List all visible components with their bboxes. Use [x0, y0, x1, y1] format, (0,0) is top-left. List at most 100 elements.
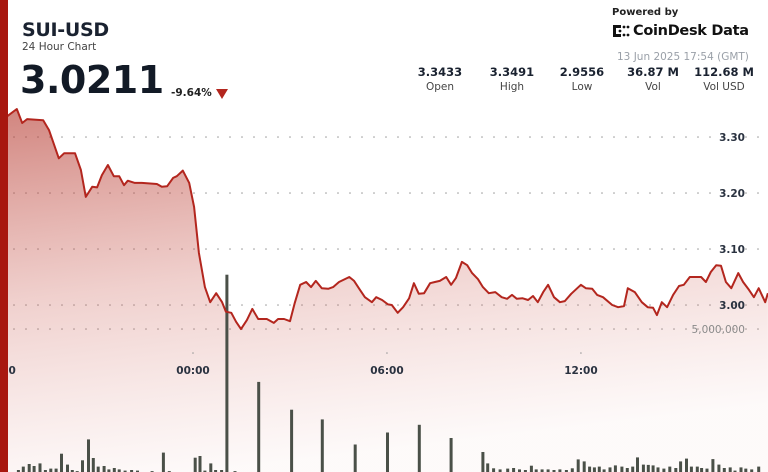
- volume-bar: [582, 461, 586, 472]
- y-tick-label: 3.30: [719, 132, 745, 144]
- volume-bar: [602, 469, 606, 472]
- volume-bar: [449, 438, 453, 472]
- volume-bar: [107, 469, 111, 472]
- volume-bar: [96, 466, 100, 472]
- volume-bar: [613, 465, 617, 472]
- volume-bar: [546, 469, 550, 472]
- pair-title: SUI-USD: [22, 19, 109, 41]
- volume-bar: [739, 467, 743, 472]
- x-tick-label: 06:00: [370, 365, 403, 377]
- volume-bar: [656, 467, 660, 472]
- volume-bar: [651, 465, 655, 472]
- stat-open: 3.3433 Open: [400, 65, 480, 93]
- x-tick-mark: [192, 352, 194, 354]
- volume-bar: [498, 469, 502, 472]
- volume-bar: [646, 464, 650, 472]
- stat-value: 3.3491: [489, 65, 535, 79]
- volume-bar: [558, 469, 562, 472]
- volume-bar: [685, 458, 688, 472]
- volume-bar: [733, 470, 737, 472]
- stat-value: 2.9556: [559, 65, 605, 79]
- price-line: [6, 108, 768, 331]
- volume-bar: [225, 274, 229, 472]
- coindesk-logo-icon: [613, 25, 630, 37]
- volume-bar: [209, 463, 213, 472]
- stat-vol: 36.87 M Vol: [613, 65, 693, 93]
- volume-bar: [492, 468, 496, 472]
- volume-bar: [722, 468, 726, 472]
- accent-bar: [0, 0, 8, 472]
- volume-bar: [636, 457, 639, 472]
- volume-tick-label: 5,000,000: [692, 324, 745, 336]
- volume-bar: [220, 470, 224, 472]
- volume-bar: [625, 468, 629, 472]
- volume-bar: [750, 469, 754, 472]
- x-tick-mark: [580, 352, 582, 354]
- stat-label: High: [499, 81, 525, 93]
- volume-bar: [123, 470, 127, 472]
- volume-bar: [81, 460, 84, 472]
- volume-bar: [705, 468, 709, 472]
- volume-bar: [506, 468, 510, 472]
- volume-bar: [608, 467, 612, 472]
- volume-bar: [564, 470, 568, 472]
- volume-bar: [597, 466, 601, 472]
- stat-label: Open: [425, 81, 455, 93]
- volume-bar: [91, 458, 95, 472]
- volume-bar: [136, 470, 139, 472]
- volume-bar: [540, 469, 544, 472]
- volume-bar: [257, 381, 261, 472]
- volume-bar: [102, 466, 106, 472]
- volume-bar: [21, 466, 25, 472]
- stat-value: 112.68 M: [694, 65, 754, 79]
- volume-bar: [512, 468, 516, 472]
- volume-bar: [290, 409, 294, 472]
- volume-bar: [353, 444, 357, 472]
- y-tick-label: 3.10: [719, 244, 745, 256]
- volume-bar: [588, 466, 592, 472]
- volume-bar: [38, 463, 42, 472]
- price-change: -9.64%: [171, 87, 212, 99]
- volume-bar: [662, 468, 666, 472]
- volume-bar: [70, 470, 74, 472]
- volume-bar: [54, 468, 58, 472]
- volume-bar: [570, 468, 574, 472]
- volume-bar: [689, 466, 693, 472]
- volume-bar: [523, 470, 527, 472]
- volume-bar: [744, 468, 748, 472]
- y-tick-label: 3.00: [719, 300, 745, 312]
- volume-bar: [534, 469, 538, 472]
- volume-bar: [417, 424, 421, 472]
- volume-bar: [117, 469, 121, 472]
- volume-bar: [717, 464, 721, 472]
- volume-bar: [674, 468, 678, 472]
- volume-bar: [49, 468, 53, 472]
- volume-bar: [631, 466, 635, 472]
- volume-bar: [386, 432, 389, 472]
- volume-bar: [668, 466, 672, 472]
- chart-subtitle: 24 Hour Chart: [22, 41, 97, 53]
- stat-label: Vol USD: [703, 81, 745, 93]
- volume-bar: [198, 456, 202, 472]
- stat-label: Low: [571, 81, 593, 93]
- volume-bar: [486, 463, 490, 472]
- gridline: [13, 136, 759, 138]
- volume-bar: [552, 470, 556, 472]
- volume-bar: [43, 470, 47, 472]
- volume-bar: [130, 470, 134, 472]
- volume-bar: [529, 465, 533, 472]
- volume-bars: [16, 274, 761, 472]
- timestamp: 13 Jun 2025 17:54 (GMT): [617, 51, 749, 63]
- volume-bar: [161, 452, 165, 472]
- x-tick-label: 00:00: [176, 365, 209, 377]
- powered-by-label: Powered by: [612, 7, 679, 18]
- volume-bar: [60, 453, 63, 472]
- volume-bar: [112, 468, 116, 472]
- stat-low: 2.9556 Low: [542, 65, 622, 93]
- x-tick-label: 12:00: [564, 365, 597, 377]
- volume-bar: [679, 461, 683, 472]
- volume-bar: [620, 466, 624, 472]
- brand-name: CoinDesk Data: [633, 23, 749, 39]
- volume-bar: [16, 470, 20, 472]
